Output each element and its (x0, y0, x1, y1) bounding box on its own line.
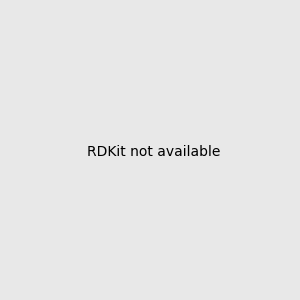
Text: RDKit not available: RDKit not available (87, 145, 220, 158)
